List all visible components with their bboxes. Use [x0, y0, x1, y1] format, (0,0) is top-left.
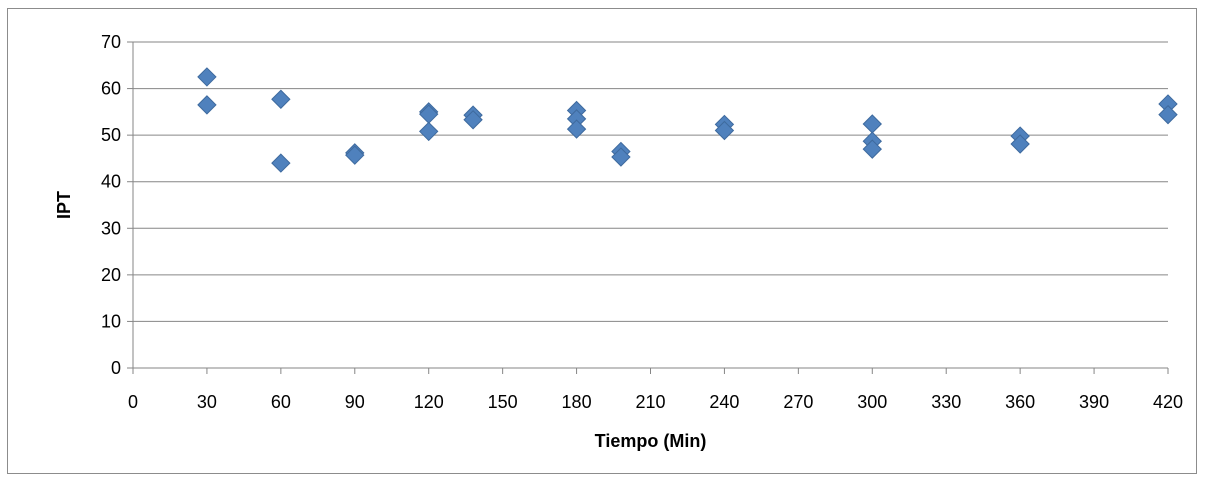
y-tick-label-20: 20: [101, 265, 121, 285]
x-tick-label-60: 60: [271, 392, 291, 412]
x-tick-label-210: 210: [635, 392, 665, 412]
x-tick-labels: 0 30 60 90 120 150 180 210 240 270 300 330 360 390 420: [128, 392, 1183, 412]
data-point-3: [271, 153, 291, 173]
data-point-1: [197, 95, 217, 115]
data-point-13: [566, 119, 587, 139]
x-tick-label-270: 270: [783, 392, 813, 412]
y-axis-title: IPT: [54, 191, 74, 219]
data-point-5: [345, 145, 365, 165]
x-tick-label-330: 330: [931, 392, 961, 412]
chart-frame: [7, 8, 1197, 474]
gridlines: [133, 41, 1168, 322]
x-tick-label-120: 120: [414, 392, 444, 412]
y-tick-label-30: 30: [101, 218, 121, 238]
y-tick-label-60: 60: [101, 79, 121, 99]
data-point-20: [862, 139, 882, 159]
y-tick-label-70: 70: [101, 32, 121, 52]
data-point-7: [419, 104, 439, 124]
x-tick-label-300: 300: [857, 392, 887, 412]
x-tick-label-180: 180: [562, 392, 592, 412]
y-tick-label-50: 50: [101, 125, 121, 145]
data-point-22: [1010, 134, 1030, 154]
data-point-10: [463, 110, 483, 130]
y-tick-labels: 0 10 20 30 40 50 60 70: [101, 32, 121, 378]
x-tick-label-420: 420: [1153, 392, 1183, 412]
data-point-17: [714, 120, 735, 141]
data-point-24: [1158, 104, 1178, 125]
data-point-15: [611, 147, 631, 167]
data-points: [197, 67, 1178, 173]
x-tick-label-360: 360: [1005, 392, 1035, 412]
x-tick-label-30: 30: [197, 392, 217, 412]
data-point-18: [862, 114, 882, 134]
data-point-0: [197, 67, 217, 87]
axes: [127, 41, 1169, 374]
x-tick-label-150: 150: [488, 392, 518, 412]
x-axis-title: Tiempo (Min): [595, 431, 707, 451]
x-tick-label-90: 90: [345, 392, 365, 412]
x-tick-label-240: 240: [709, 392, 739, 412]
data-point-2: [271, 89, 291, 109]
x-tick-label-390: 390: [1079, 392, 1109, 412]
y-tick-label-40: 40: [101, 172, 121, 192]
y-tick-label-0: 0: [111, 358, 121, 378]
x-tick-label-0: 0: [128, 392, 138, 412]
y-tick-label-10: 10: [101, 311, 121, 331]
data-point-8: [419, 121, 439, 142]
